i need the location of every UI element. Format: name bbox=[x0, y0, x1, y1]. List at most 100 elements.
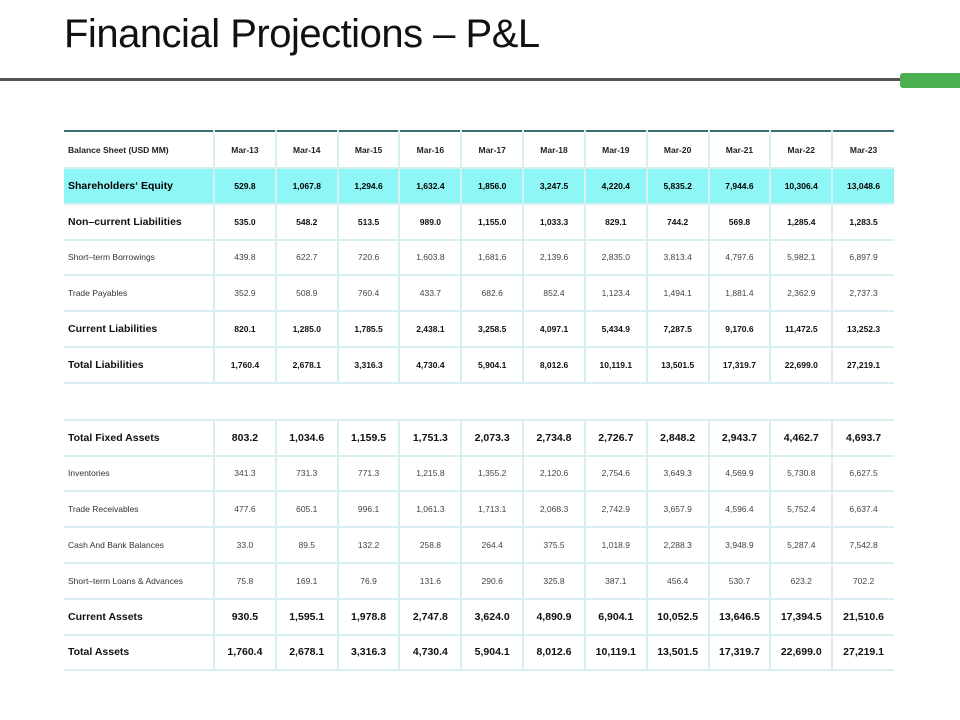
row-value: 352.9 bbox=[214, 275, 277, 313]
balance-sheet-table: Balance Sheet (USD MM) Mar-13 Mar-14 Mar… bbox=[64, 130, 894, 672]
row-label: Short–term Loans & Advances bbox=[64, 562, 216, 600]
row-value: 2,747.8 bbox=[399, 598, 463, 636]
row-value: 2,848.2 bbox=[646, 419, 710, 457]
accent-tab bbox=[900, 73, 960, 88]
row-value: 930.5 bbox=[214, 598, 277, 636]
row-value: 6,637.4 bbox=[832, 491, 894, 529]
row-value: 744.2 bbox=[646, 203, 710, 241]
row-value: 829.1 bbox=[584, 203, 648, 241]
row-value: 13,501.5 bbox=[646, 346, 710, 384]
table-row: Total Fixed Assets 803.2 1,034.6 1,159.5 1,7… bbox=[64, 419, 894, 457]
row-value: 2,734.8 bbox=[523, 419, 586, 457]
row-value: 439.8 bbox=[214, 239, 277, 277]
row-value: 477.6 bbox=[214, 491, 277, 529]
row-label: Trade Receivables bbox=[64, 491, 216, 529]
row-value: 10,119.1 bbox=[584, 346, 648, 384]
row-value: 13,646.5 bbox=[708, 598, 772, 636]
row-value: 1,603.8 bbox=[399, 239, 463, 277]
table-body: Shareholders‘ Equity 529.8 1,067.8 1,294.6 1… bbox=[64, 168, 894, 672]
row-value: 13,252.3 bbox=[832, 311, 894, 348]
row-value: 720.6 bbox=[337, 239, 401, 277]
row-value: 9,170.6 bbox=[708, 311, 772, 348]
row-value: 1,760.4 bbox=[214, 346, 277, 384]
row-value: 2,678.1 bbox=[275, 346, 339, 384]
row-value: 17,319.7 bbox=[708, 634, 772, 672]
row-value: 2,120.6 bbox=[523, 455, 586, 493]
table-row: Shareholders‘ Equity 529.8 1,067.8 1,294.6 1… bbox=[64, 168, 894, 205]
header-period: Mar-21 bbox=[708, 130, 772, 169]
row-value: 2,073.3 bbox=[461, 419, 525, 457]
row-value: 820.1 bbox=[214, 311, 277, 348]
row-value: 7,287.5 bbox=[646, 311, 710, 348]
row-value: 2,726.7 bbox=[584, 419, 648, 457]
row-value: 548.2 bbox=[275, 203, 339, 241]
row-label: Cash And Bank Balances bbox=[64, 527, 216, 564]
row-value: 10,119.1 bbox=[584, 634, 648, 672]
row-value: 387.1 bbox=[584, 562, 648, 600]
row-value: 13,501.5 bbox=[646, 634, 710, 672]
row-value: 3,649.3 bbox=[646, 455, 710, 493]
row-value: 1,681.6 bbox=[461, 239, 525, 277]
row-value: 33.0 bbox=[214, 527, 277, 564]
row-value: 1,355.2 bbox=[461, 455, 525, 493]
row-value: 529.8 bbox=[214, 168, 277, 205]
table-row: Short–term Borrowings 439.8 622.7 720.6 1,60… bbox=[64, 239, 894, 277]
row-value: 3,316.3 bbox=[337, 346, 401, 384]
row-value: 5,730.8 bbox=[770, 455, 834, 493]
row-value: 771.3 bbox=[337, 455, 401, 493]
row-value: 6,627.5 bbox=[832, 455, 894, 493]
row-value: 132.2 bbox=[337, 527, 401, 564]
row-value: 1,018.9 bbox=[584, 527, 648, 564]
row-value: 5,434.9 bbox=[584, 311, 648, 348]
row-value: 5,287.4 bbox=[770, 527, 834, 564]
row-label: Current Assets bbox=[64, 598, 216, 636]
table-row: Inventories 341.3 731.3 771.3 1,215.8 1,355.2… bbox=[64, 455, 894, 493]
row-label: Shareholders‘ Equity bbox=[64, 168, 216, 205]
spacer-cell bbox=[64, 382, 894, 421]
row-value: 5,835.2 bbox=[646, 168, 710, 205]
row-value: 258.8 bbox=[399, 527, 463, 564]
row-value: 13,048.6 bbox=[832, 168, 894, 205]
row-value: 1,856.0 bbox=[461, 168, 525, 205]
row-value: 1,067.8 bbox=[275, 168, 339, 205]
table-header-row: Balance Sheet (USD MM) Mar-13 Mar-14 Mar… bbox=[64, 130, 894, 169]
row-value: 375.5 bbox=[523, 527, 586, 564]
row-value: 1,215.8 bbox=[399, 455, 463, 493]
row-value: 1,632.4 bbox=[399, 168, 463, 205]
table-row: Current Assets 930.5 1,595.1 1,978.8 2,747.8… bbox=[64, 598, 894, 636]
row-value: 2,737.3 bbox=[832, 275, 894, 313]
row-value: 4,569.9 bbox=[708, 455, 772, 493]
row-value: 1,283.5 bbox=[832, 203, 894, 241]
row-value: 623.2 bbox=[770, 562, 834, 600]
header-label: Balance Sheet (USD MM) bbox=[64, 130, 216, 169]
row-value: 1,978.8 bbox=[337, 598, 401, 636]
row-label: Non–current Liabilities bbox=[64, 203, 216, 241]
header-period: Mar-13 bbox=[214, 130, 277, 169]
table-row: Trade Receivables 477.6 605.1 996.1 1,061.3 1… bbox=[64, 491, 894, 529]
row-label: Total Assets bbox=[64, 634, 216, 672]
header-period: Mar-17 bbox=[461, 130, 525, 169]
row-value: 27,219.1 bbox=[832, 346, 894, 384]
row-value: 996.1 bbox=[337, 491, 401, 529]
row-value: 5,982.1 bbox=[770, 239, 834, 277]
row-value: 6,897.9 bbox=[832, 239, 894, 277]
row-value: 2,835.0 bbox=[584, 239, 648, 277]
row-value: 456.4 bbox=[646, 562, 710, 600]
row-value: 3,258.5 bbox=[461, 311, 525, 348]
row-value: 1,785.5 bbox=[337, 311, 401, 348]
row-value: 508.9 bbox=[275, 275, 339, 313]
row-value: 325.8 bbox=[523, 562, 586, 600]
row-value: 75.8 bbox=[214, 562, 277, 600]
row-value: 1,294.6 bbox=[337, 168, 401, 205]
row-value: 513.5 bbox=[337, 203, 401, 241]
table-row: Short–term Loans & Advances 75.8 169.1 76.9… bbox=[64, 562, 894, 600]
row-value: 3,247.5 bbox=[523, 168, 586, 205]
header-period: Mar-20 bbox=[646, 130, 710, 169]
table-row: Trade Payables 352.9 508.9 760.4 433.7 682.6 8… bbox=[64, 275, 894, 313]
row-value: 1,713.1 bbox=[461, 491, 525, 529]
header-period: Mar-18 bbox=[523, 130, 586, 169]
row-value: 3,813.4 bbox=[646, 239, 710, 277]
row-value: 1,751.3 bbox=[399, 419, 463, 457]
row-value: 2,754.6 bbox=[584, 455, 648, 493]
row-value: 8,012.6 bbox=[523, 346, 586, 384]
